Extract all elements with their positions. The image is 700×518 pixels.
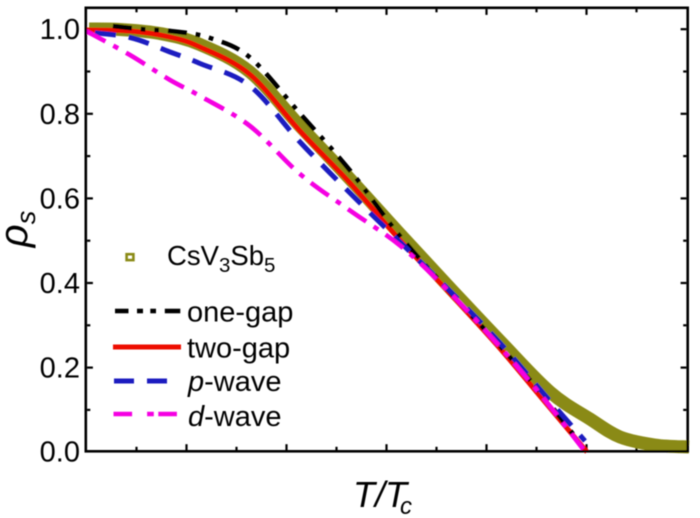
svg-text:1.0: 1.0 xyxy=(40,14,80,46)
svg-text:0.6: 0.6 xyxy=(40,183,80,215)
svg-text:0.4: 0.4 xyxy=(40,268,80,300)
svg-text:0.8: 0.8 xyxy=(40,99,80,131)
svg-text:p-wave: p-wave xyxy=(187,366,282,398)
svg-text:d-wave: d-wave xyxy=(188,401,282,433)
svg-text:T/T: T/T xyxy=(353,474,410,515)
svg-text:one-gap: one-gap xyxy=(187,297,293,329)
svg-text:0.0: 0.0 xyxy=(40,436,80,468)
svg-text:0.2: 0.2 xyxy=(40,353,80,385)
svg-text:two-gap: two-gap xyxy=(187,333,290,365)
svg-text:c: c xyxy=(400,493,412,518)
